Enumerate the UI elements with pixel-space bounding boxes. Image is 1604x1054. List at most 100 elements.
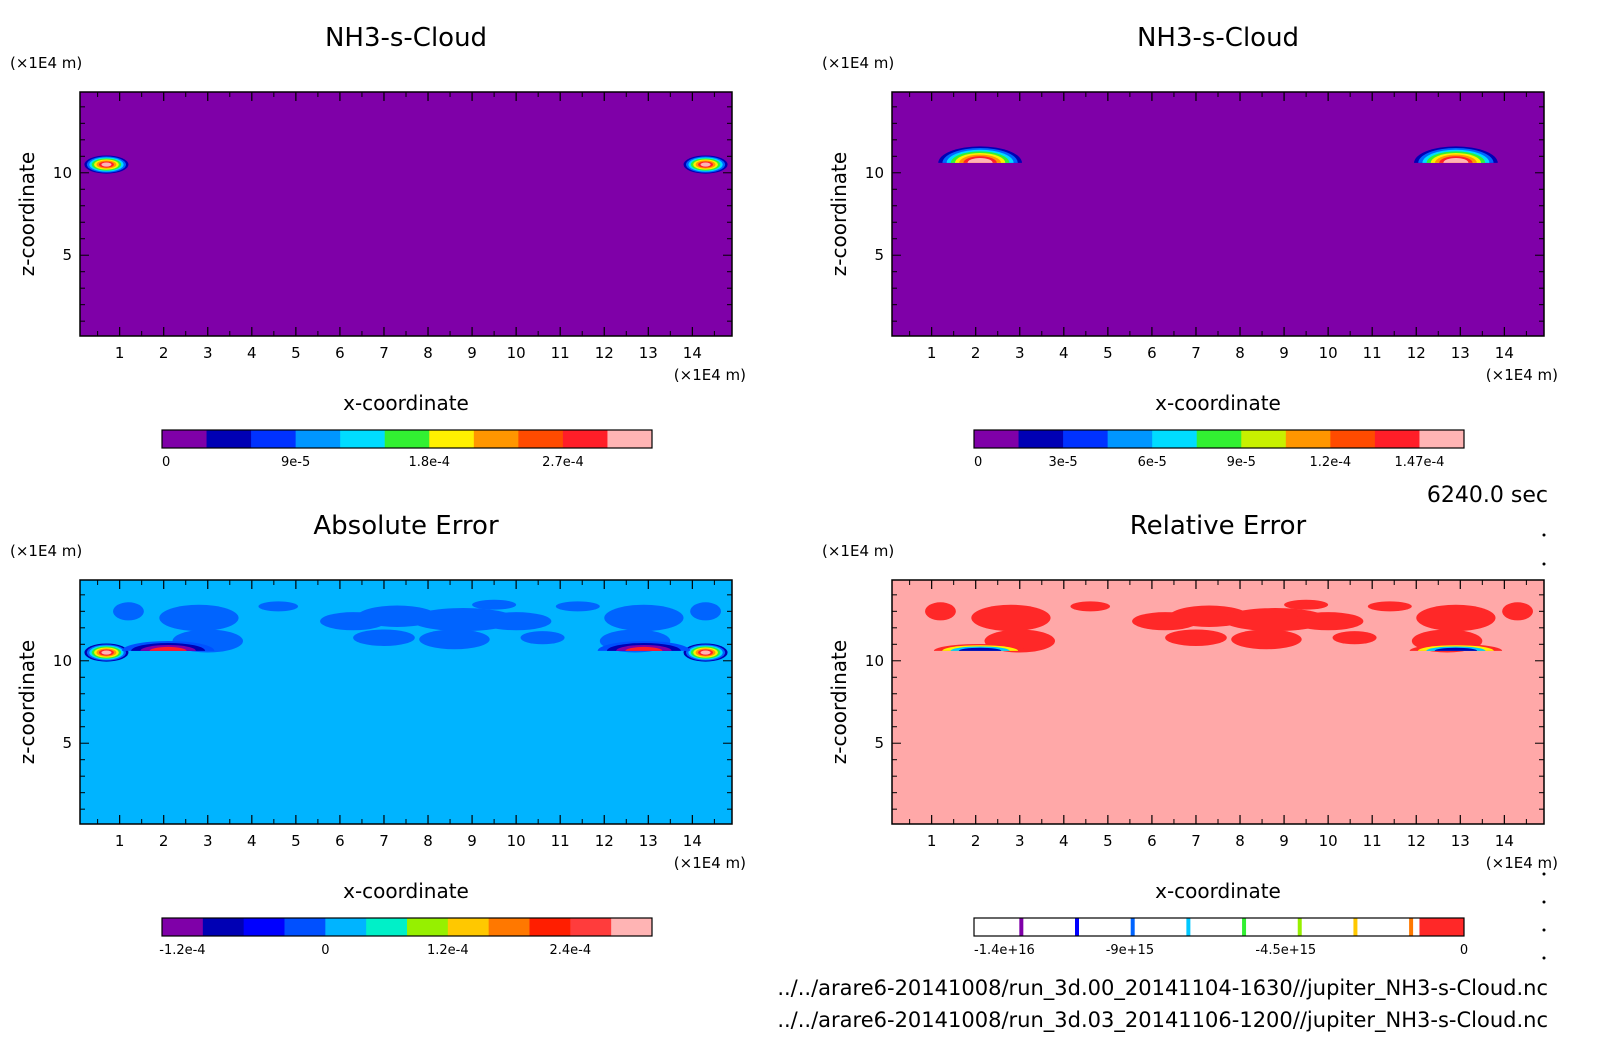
- x-tick-label: 2: [971, 344, 981, 362]
- heatmap-background: [892, 92, 1544, 336]
- contour-feature: [683, 643, 728, 662]
- x-tick-label: 10: [507, 344, 526, 362]
- x-tick-label: 4: [247, 832, 257, 850]
- x-tick-label: 7: [379, 344, 389, 362]
- x-unit-label: (×1E4 m): [1486, 366, 1558, 384]
- margin-dot: [1542, 956, 1546, 960]
- error-patch: [971, 604, 1051, 632]
- contour-feature: [683, 155, 728, 174]
- colorbar-segment: [1196, 430, 1242, 448]
- colorbar-segment: [429, 430, 475, 448]
- error-patch: [555, 601, 600, 612]
- x-tick-label: 10: [1319, 344, 1338, 362]
- colorbar-segment: [202, 918, 245, 936]
- x-tick-label: 9: [1279, 344, 1289, 362]
- y-tick-label: 5: [62, 734, 72, 752]
- x-tick-label: 7: [1191, 832, 1201, 850]
- file-path-1: ../../arare6-20141008/run_3d.00_20141104…: [777, 976, 1548, 1001]
- error-patch: [480, 612, 552, 631]
- error-patch: [520, 631, 565, 645]
- colorbar-segment: [562, 430, 608, 448]
- error-patch: [604, 604, 684, 632]
- x-tick-label: 11: [1363, 344, 1382, 362]
- x-axis-title: x-coordinate: [343, 879, 469, 903]
- x-tick-label: 13: [639, 344, 658, 362]
- x-tick-label: 10: [1319, 832, 1338, 850]
- error-patch: [419, 629, 490, 650]
- colorbar-segment: [1152, 918, 1198, 936]
- colorbar-tick-label: 1.8e-4: [408, 455, 450, 470]
- x-tick-label: 1: [115, 344, 125, 362]
- x-tick-label: 14: [683, 344, 702, 362]
- x-tick-label: 5: [1103, 344, 1113, 362]
- contour-feature: [938, 146, 1022, 163]
- x-tick-label: 13: [1451, 832, 1470, 850]
- x-unit-label: (×1E4 m): [674, 366, 746, 384]
- error-patch: [472, 599, 517, 610]
- colorbar-segment: [325, 918, 367, 936]
- error-patch: [1332, 631, 1377, 645]
- x-tick-label: 14: [1495, 344, 1514, 362]
- error-patch: [1284, 599, 1329, 610]
- x-tick-label: 7: [1191, 344, 1201, 362]
- colorbar-segment: [1419, 430, 1465, 448]
- x-unit-label: (×1E4 m): [1486, 854, 1558, 872]
- x-tick-label: 13: [1451, 344, 1470, 362]
- colorbar-segment: [1241, 430, 1287, 448]
- heatmap-field: [84, 155, 728, 174]
- error-patch: [159, 604, 239, 632]
- contour-feature: [84, 155, 129, 174]
- colorbar-segment: [1196, 918, 1242, 936]
- colorbar-segment: [251, 430, 297, 448]
- x-tick-label: 10: [507, 832, 526, 850]
- x-tick-label: 8: [423, 344, 433, 362]
- margin-dot: [1542, 872, 1546, 876]
- y-unit-label: (×1E4 m): [10, 54, 82, 72]
- margin-dot: [1542, 562, 1546, 566]
- x-tick-label: 12: [595, 832, 614, 850]
- colorbar-segment: [384, 430, 430, 448]
- y-tick-label: 10: [53, 652, 72, 670]
- x-tick-label: 3: [203, 344, 213, 362]
- colorbar-tick-label: 0: [1460, 943, 1468, 958]
- error-patch: [353, 629, 415, 646]
- x-tick-label: 8: [1235, 344, 1245, 362]
- colorbar-segment: [1107, 430, 1153, 448]
- colorbar-tick-label: 0: [321, 943, 329, 958]
- colorbar-segment: [570, 918, 612, 936]
- x-tick-label: 3: [203, 832, 213, 850]
- x-tick-label: 1: [927, 344, 937, 362]
- x-axis-title: x-coordinate: [343, 391, 469, 415]
- x-tick-label: 4: [247, 344, 257, 362]
- colorbar-frame: [973, 429, 1465, 449]
- error-patch: [1231, 629, 1302, 650]
- x-tick-label: 14: [1495, 832, 1514, 850]
- error-patch: [1416, 604, 1496, 632]
- x-tick-label: 12: [1407, 832, 1426, 850]
- chart-panel-4: Relative Error(×1E4 m)1 2 3 4 5 6 7 8 9 10 11 12 13 1…: [822, 511, 1558, 958]
- error-patch: [258, 601, 299, 612]
- y-tick-label: 10: [865, 164, 884, 182]
- error-patch: [1070, 601, 1111, 612]
- colorbar-tick-label: 3e-5: [1048, 455, 1077, 470]
- file-path-2: ../../arare6-20141008/run_3d.03_20141106…: [777, 1008, 1548, 1033]
- colorbar-tick-label: -1.4e+16: [974, 943, 1035, 958]
- colorbar-segment: [366, 918, 408, 936]
- error-patch: [1292, 612, 1364, 631]
- colorbar-segment: [473, 430, 519, 448]
- x-tick-label: 12: [1407, 344, 1426, 362]
- contour-feature: [933, 643, 1027, 651]
- error-patch: [113, 602, 144, 621]
- x-tick-label: 12: [595, 344, 614, 362]
- colorbar-segment: [1285, 430, 1331, 448]
- x-tick-label: 14: [683, 832, 702, 850]
- heatmap-field: [938, 146, 1498, 163]
- colorbar-tick-label: 1.2e-4: [1310, 455, 1352, 470]
- colorbar-segment: [407, 918, 449, 936]
- y-tick-label: 5: [874, 734, 884, 752]
- colorbar-tick-label: 2.4e-4: [550, 943, 592, 958]
- margin-dot: [1542, 928, 1546, 932]
- y-unit-label: (×1E4 m): [822, 54, 894, 72]
- colorbar-segment: [1107, 918, 1153, 936]
- x-tick-label: 11: [551, 832, 570, 850]
